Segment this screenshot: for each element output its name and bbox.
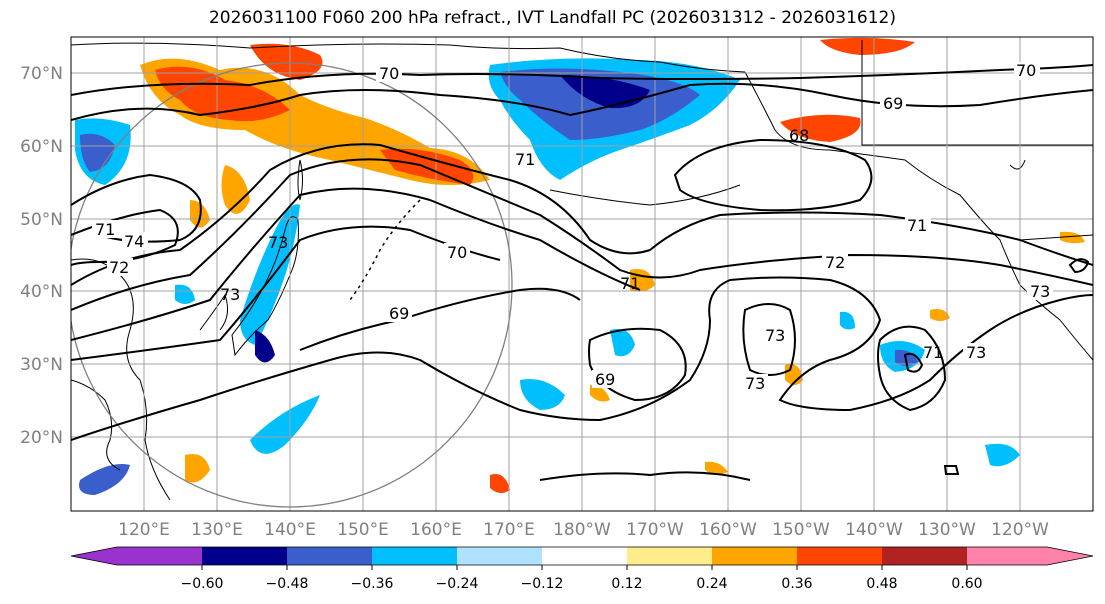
lat-label: 30°N xyxy=(20,355,63,375)
colorbar-tick-label: 0.48 xyxy=(866,576,897,592)
contour-labels: 70 69 68 71 70 71 74 72 73 73 70 69 71 7… xyxy=(92,61,1053,393)
colorbar-bin xyxy=(882,547,967,565)
colorbar-tick-label: −0.24 xyxy=(436,576,479,592)
landfall-region-circle xyxy=(71,62,513,508)
contour-label: 69 xyxy=(389,304,409,323)
lat-label: 40°N xyxy=(20,282,63,302)
colorbar-extend-high xyxy=(1047,547,1093,565)
contour-label: 69 xyxy=(883,94,903,113)
colorbar-tick-label: 0.60 xyxy=(951,576,982,592)
colorbar-bin xyxy=(372,547,457,565)
colorbar-bin xyxy=(712,547,797,565)
lon-label: 150°W xyxy=(772,520,830,540)
refractivity-contours xyxy=(71,64,1093,481)
colorbar-tick-label: 0.36 xyxy=(781,576,812,592)
colorbar-tick-label: 0.12 xyxy=(611,576,642,592)
colorbar: −0.60 −0.48 −0.36 −0.24 −0.12 0.12 0.24 … xyxy=(70,546,1094,592)
colorbar-bin xyxy=(967,547,1047,565)
colorbar-bin xyxy=(287,547,372,565)
contour-label: 74 xyxy=(124,232,144,251)
map-title: 2026031100 F060 200 hPa refract., IVT La… xyxy=(208,8,896,28)
contour-label: 70 xyxy=(447,243,467,262)
contour-label: 71 xyxy=(515,150,535,169)
lon-label: 160°W xyxy=(699,520,757,540)
contour-label: 70 xyxy=(1016,61,1036,80)
contour-label: 73 xyxy=(1030,282,1050,301)
lat-label: 70°N xyxy=(20,64,63,84)
lon-label: 120°E xyxy=(118,520,170,540)
lon-label: 130°W xyxy=(918,520,976,540)
longitude-labels: 120°E 130°E 140°E 150°E 160°E 170°E 180°… xyxy=(118,520,1049,540)
colorbar-tick-label: −0.36 xyxy=(351,576,394,592)
contour-label: 73 xyxy=(268,233,288,252)
colorbar-bin xyxy=(117,547,202,565)
lat-label: 50°N xyxy=(20,210,63,230)
contour-label: 71 xyxy=(620,274,640,293)
lon-label: 140°W xyxy=(845,520,903,540)
contour-label: 73 xyxy=(220,285,240,304)
contour-label: 70 xyxy=(379,64,399,83)
colorbar-extend-low xyxy=(71,547,117,565)
colorbar-tick-label: −0.60 xyxy=(181,576,224,592)
contour-label: 71 xyxy=(907,216,927,235)
lon-label: 180°W xyxy=(553,520,611,540)
lat-label: 60°N xyxy=(20,137,63,157)
colorbar-bin xyxy=(627,547,712,565)
colorbar-bin xyxy=(797,547,882,565)
contour-label: 69 xyxy=(595,370,615,389)
contour-label: 68 xyxy=(789,126,809,145)
contour-label: 71 xyxy=(923,343,943,362)
lon-label: 150°E xyxy=(337,520,389,540)
lon-label: 140°E xyxy=(264,520,316,540)
map-frame xyxy=(70,36,1094,512)
colorbar-tick-label: 0.24 xyxy=(696,576,727,592)
contour-label: 72 xyxy=(825,253,845,272)
lon-label: 170°E xyxy=(483,520,535,540)
dotted-track xyxy=(349,199,421,301)
lat-label: 20°N xyxy=(20,428,63,448)
lon-label: 160°E xyxy=(410,520,462,540)
lon-label: 130°E xyxy=(191,520,243,540)
colorbar-tick-label: −0.48 xyxy=(266,576,309,592)
colorbar-tick-label: −0.12 xyxy=(521,576,564,592)
colorbar-bin xyxy=(457,547,542,565)
lon-label: 170°W xyxy=(626,520,684,540)
contour-label: 72 xyxy=(109,258,129,277)
contour-label: 73 xyxy=(765,326,785,345)
colorbar-bin xyxy=(202,547,287,565)
contour-label: 71 xyxy=(95,220,115,239)
colorbar-bin xyxy=(542,547,627,565)
lon-label: 120°W xyxy=(991,520,1049,540)
contour-label: 73 xyxy=(966,343,986,362)
contour-label: 73 xyxy=(745,374,765,393)
latitude-labels: 70°N 60°N 50°N 40°N 30°N 20°N xyxy=(20,64,63,448)
